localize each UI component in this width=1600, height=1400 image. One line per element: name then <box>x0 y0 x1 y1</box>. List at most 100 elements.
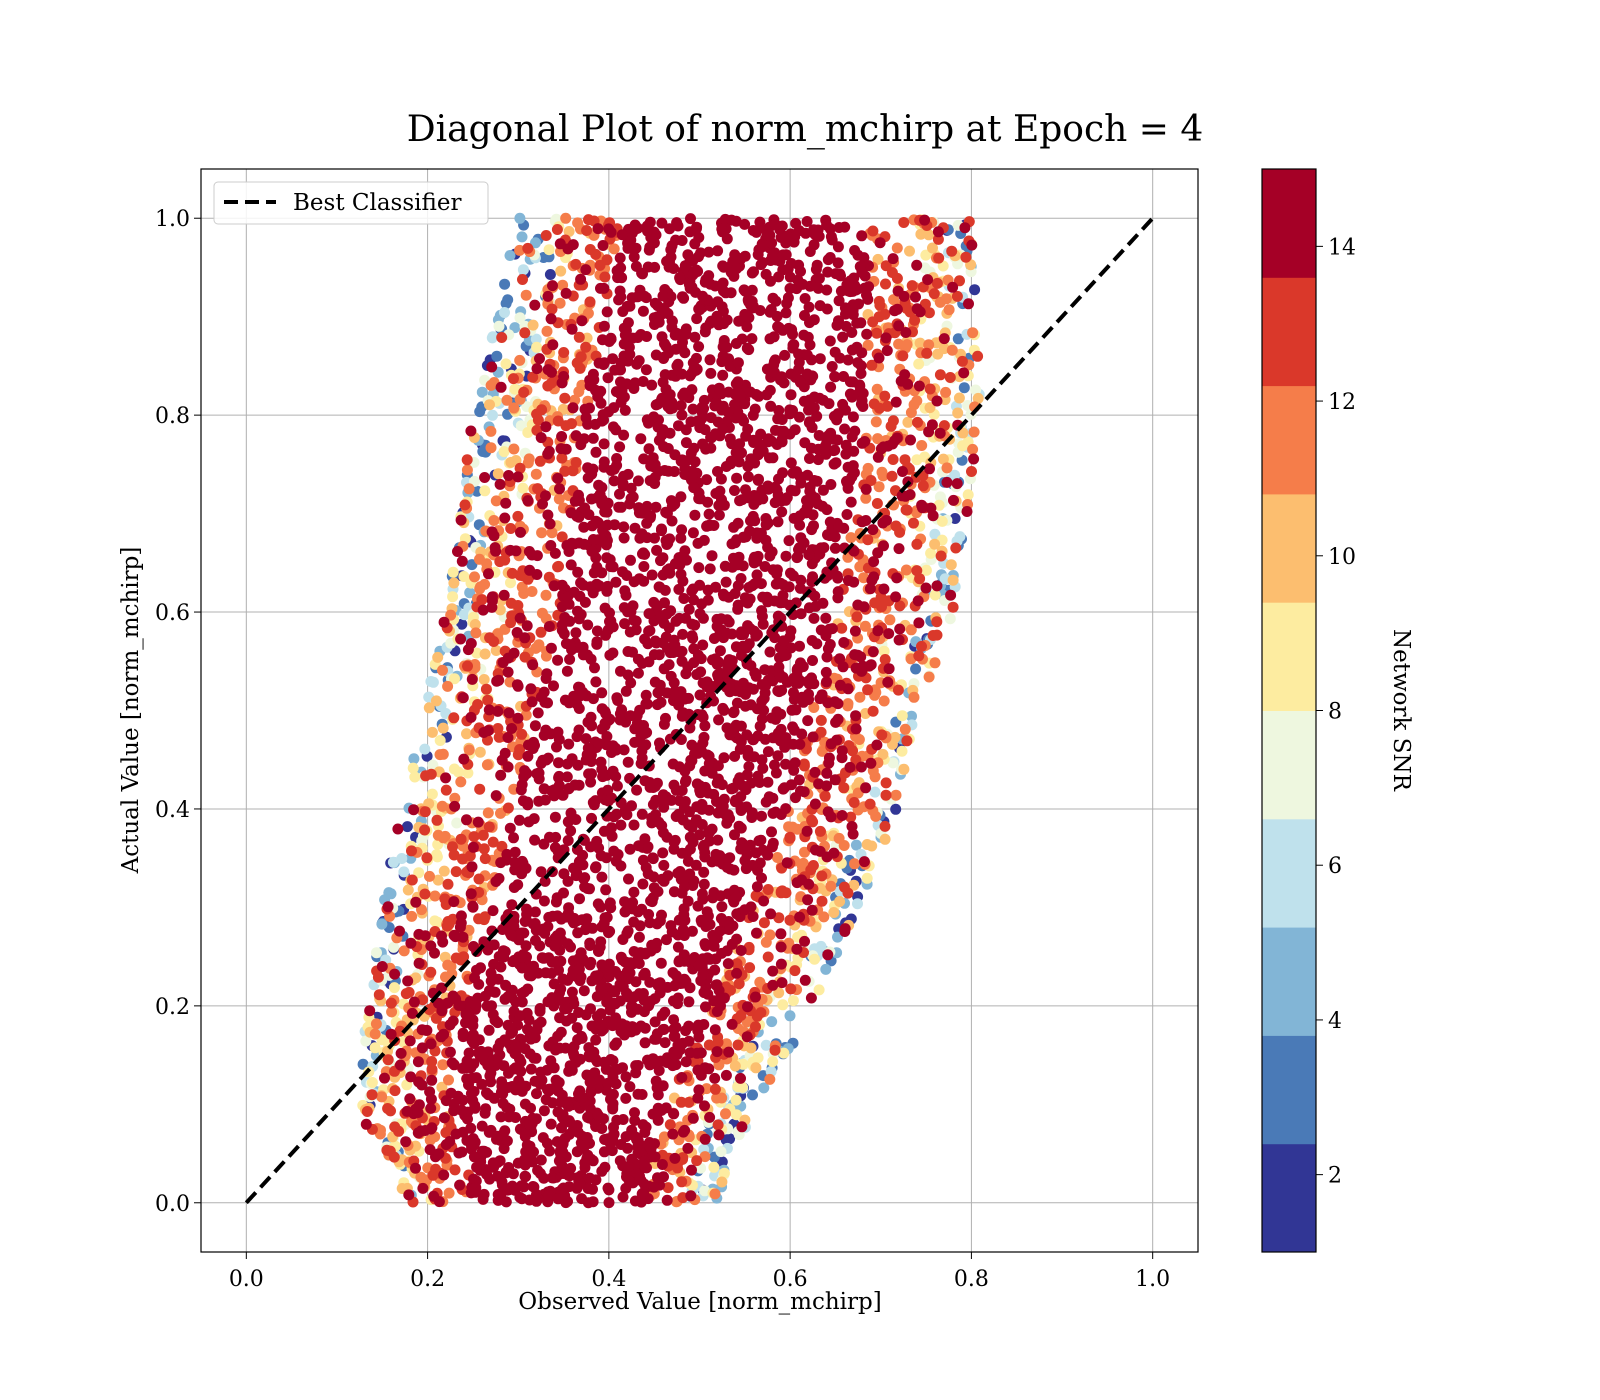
scatter-point <box>652 1102 664 1114</box>
scatter-point <box>403 986 415 998</box>
scatter-point <box>741 1031 753 1043</box>
scatter-point <box>570 627 582 639</box>
scatter-point <box>569 495 581 507</box>
scatter-point <box>615 819 627 831</box>
scatter-point <box>680 1025 692 1037</box>
scatter-point <box>836 810 848 821</box>
scatter-point <box>732 357 744 369</box>
scatter-point <box>750 991 761 1003</box>
scatter-point <box>881 345 893 357</box>
scatter-point <box>555 983 567 995</box>
scatter-point <box>437 1059 449 1071</box>
scatter-point <box>442 878 454 890</box>
scatter-point <box>443 1187 455 1199</box>
scatter-point <box>859 620 871 632</box>
scatter-point <box>701 474 713 486</box>
scatter-point <box>634 1170 645 1182</box>
scatter-point <box>716 779 728 791</box>
scatter-point <box>660 609 672 621</box>
scatter-point <box>572 566 584 578</box>
scatter-point <box>836 745 848 757</box>
scatter-point <box>910 663 922 675</box>
scatter-point <box>413 957 425 969</box>
scatter-point <box>551 892 563 904</box>
scatter-point <box>825 381 837 393</box>
scatter-point <box>596 959 608 971</box>
scatter-point <box>783 535 795 547</box>
scatter-point <box>878 695 890 707</box>
scatter-point <box>855 368 867 379</box>
scatter-point <box>821 651 833 663</box>
scatter-point <box>945 559 957 571</box>
scatter-point <box>572 217 584 229</box>
scatter-point <box>693 487 705 499</box>
scatter-point <box>750 1062 762 1074</box>
scatter-point <box>429 890 441 902</box>
scatter-point <box>887 415 899 427</box>
scatter-point <box>530 935 541 946</box>
scatter-point <box>551 224 563 235</box>
scatter-point <box>879 390 891 402</box>
scatter-point <box>519 1154 531 1166</box>
scatter-point <box>406 910 418 922</box>
scatter-point <box>724 433 736 445</box>
scatter-point <box>733 820 745 832</box>
scatter-point <box>871 498 883 509</box>
scatter-point <box>518 771 530 783</box>
scatter-point <box>937 453 949 465</box>
scatter-point <box>886 470 898 482</box>
scatter-point <box>523 453 535 465</box>
scatter-point <box>798 395 810 407</box>
scatter-point <box>913 358 925 370</box>
scatter-point <box>821 504 833 516</box>
scatter-point <box>455 514 467 526</box>
scatter-point <box>790 217 802 229</box>
scatter-point <box>758 1082 770 1094</box>
scatter-point <box>537 1132 549 1144</box>
scatter-point <box>673 612 685 624</box>
scatter-point <box>607 621 619 633</box>
scatter-point <box>746 812 758 823</box>
scatter-point <box>732 580 744 592</box>
scatter-point <box>447 1015 459 1027</box>
scatter-point <box>457 853 468 865</box>
scatter-point <box>807 731 819 743</box>
scatter-point <box>701 520 713 532</box>
scatter-point <box>545 1055 557 1067</box>
scatter-point <box>472 699 484 710</box>
scatter-point <box>385 997 397 1009</box>
scatter-point <box>536 527 548 539</box>
scatter-point <box>512 471 524 483</box>
scatter-point <box>950 542 962 554</box>
scatter-point <box>877 748 889 760</box>
scatter-point <box>455 633 467 645</box>
scatter-point <box>465 711 477 723</box>
scatter-point <box>499 1034 511 1046</box>
scatter-point <box>720 1069 732 1081</box>
scatter-point <box>741 321 753 333</box>
scatter-point <box>767 965 779 977</box>
scatter-point <box>782 263 794 275</box>
scatter-point <box>402 975 414 987</box>
scatter-point <box>555 265 567 277</box>
scatter-point <box>619 618 631 630</box>
scatter-point <box>803 549 815 561</box>
scatter-point <box>763 433 774 445</box>
scatter-point <box>443 918 455 930</box>
scatter-point <box>878 645 890 657</box>
scatter-point <box>841 509 853 520</box>
scatter-point <box>711 310 723 322</box>
scatter-point <box>389 968 401 980</box>
scatter-point <box>632 1060 644 1071</box>
scatter-point <box>802 469 813 481</box>
scatter-point <box>865 757 877 769</box>
scatter-point <box>800 227 812 239</box>
scatter-point <box>717 369 729 381</box>
scatter-point <box>590 1034 602 1046</box>
scatter-point <box>438 1028 450 1040</box>
scatter-point <box>461 814 472 826</box>
scatter-point <box>549 811 561 823</box>
scatter-point <box>541 325 553 337</box>
scatter-point <box>729 750 741 762</box>
scatter-point <box>444 1046 456 1058</box>
